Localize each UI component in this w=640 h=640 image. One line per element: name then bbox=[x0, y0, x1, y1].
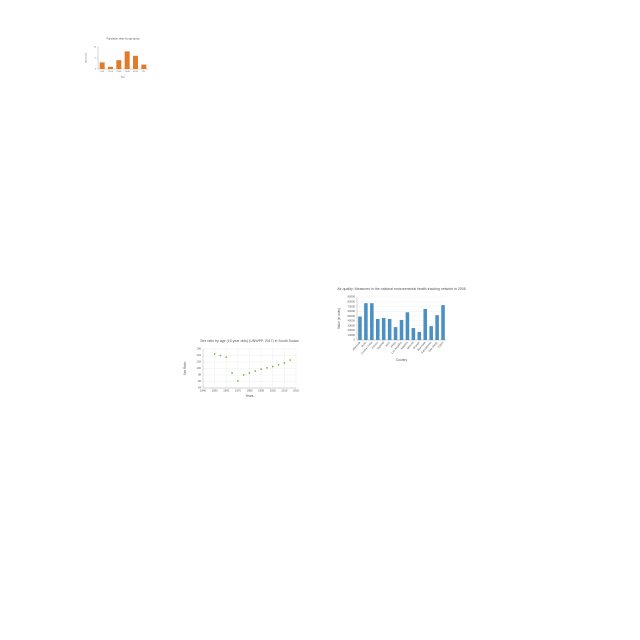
y-tick-label: 100 bbox=[196, 366, 201, 370]
x-tick-label: Madera bbox=[400, 340, 409, 350]
x-axis-label: Age bbox=[121, 76, 126, 79]
bar bbox=[399, 319, 404, 340]
y-tick-label: 40000 bbox=[347, 319, 355, 323]
y-tick-label: 0 bbox=[95, 69, 96, 71]
bar bbox=[99, 62, 105, 69]
y-tick-label: 98 bbox=[198, 373, 202, 377]
bar bbox=[387, 318, 392, 340]
x-tick-label: 15-24 bbox=[108, 71, 113, 73]
x-tick-label: Merced bbox=[406, 340, 415, 350]
bar bbox=[429, 326, 433, 340]
y-tick-label: 80000 bbox=[347, 299, 355, 303]
bar bbox=[108, 66, 113, 69]
point bbox=[283, 362, 286, 364]
x-tick-label: Kings bbox=[389, 340, 397, 348]
bar bbox=[364, 303, 368, 340]
y-tick-label: 106 bbox=[196, 347, 201, 351]
x-tick-label: 1950 bbox=[212, 389, 219, 393]
bar bbox=[381, 318, 386, 340]
y-tick-label: 104 bbox=[196, 353, 201, 357]
x-tick-label: 2000 bbox=[270, 389, 277, 393]
y-tick-label: 70000 bbox=[347, 304, 355, 308]
chart-title: Sex ratio by age (15 year olds) (UNWPP, … bbox=[200, 339, 299, 343]
x-tick-label: San Diego bbox=[427, 340, 439, 353]
point bbox=[277, 364, 280, 366]
bar bbox=[417, 331, 422, 340]
chart-title: Air quality: Measures in the national en… bbox=[337, 287, 465, 291]
bar bbox=[405, 312, 410, 340]
y-tick-label: 102 bbox=[196, 360, 201, 364]
point bbox=[248, 372, 251, 374]
bar bbox=[441, 305, 445, 340]
y-tick-label: 94 bbox=[198, 386, 202, 390]
point bbox=[213, 352, 216, 355]
y-tick-label: 20000 bbox=[347, 328, 355, 332]
x-tick-label: 2010 bbox=[281, 389, 288, 393]
x-tick-label: 55+ bbox=[142, 71, 145, 73]
chart-title: Population share by age group bbox=[107, 38, 140, 41]
bar bbox=[423, 308, 428, 340]
bar bbox=[133, 55, 138, 69]
x-axis-label: Country bbox=[396, 358, 408, 362]
y-tick-label: 96 bbox=[198, 379, 202, 383]
point bbox=[260, 368, 263, 371]
bar bbox=[141, 64, 147, 69]
y-tick-label: 10 bbox=[94, 47, 96, 49]
x-tick-label: 2020 bbox=[293, 389, 300, 393]
bar bbox=[435, 315, 439, 340]
point bbox=[254, 370, 257, 372]
bar bbox=[370, 303, 374, 340]
x-tick-label: Riverside bbox=[416, 340, 427, 352]
y-axis-label: Sex Ratio bbox=[183, 361, 187, 375]
point bbox=[219, 354, 222, 357]
y-tick-label: 90000 bbox=[347, 295, 355, 299]
bar bbox=[124, 51, 130, 69]
x-tick-label: Kern bbox=[384, 340, 391, 347]
y-tick-label: 5 bbox=[95, 58, 96, 60]
bar bbox=[411, 328, 416, 340]
y-axis-label: Share (%) bbox=[84, 53, 87, 63]
y-tick-label: 30000 bbox=[347, 323, 355, 327]
bar bbox=[393, 327, 398, 340]
bar bbox=[116, 60, 122, 69]
x-tick-label: Butte bbox=[360, 340, 367, 348]
x-tick-label: 1970 bbox=[235, 389, 242, 393]
bar bbox=[375, 318, 380, 340]
x-tick-label: 25-34 bbox=[116, 71, 121, 73]
x-tick-label: 1980 bbox=[246, 389, 253, 393]
x-tick-label: 1940 bbox=[200, 389, 207, 393]
point bbox=[225, 356, 228, 359]
y-tick-label: 10000 bbox=[347, 333, 355, 337]
y-tick-label: 50000 bbox=[347, 314, 355, 318]
y-tick-label: 60000 bbox=[347, 309, 355, 313]
point bbox=[289, 359, 292, 361]
y-tick-label: 0 bbox=[353, 338, 355, 342]
x-axis-label: Years bbox=[245, 394, 253, 398]
point bbox=[266, 366, 268, 369]
point bbox=[231, 372, 233, 374]
x-tick-label: Fresno bbox=[371, 340, 380, 349]
x-tick-label: 35-44 bbox=[125, 71, 130, 73]
y-axis-label: Value (in units) bbox=[337, 308, 341, 329]
x-tick-label: 1960 bbox=[223, 389, 230, 393]
point bbox=[242, 374, 245, 376]
x-tick-label: Alameda bbox=[351, 340, 361, 351]
point bbox=[236, 379, 239, 382]
x-tick-label: 1990 bbox=[258, 389, 265, 393]
x-tick-label: Imperial bbox=[376, 340, 386, 350]
x-tick-label: 45-54 bbox=[133, 71, 138, 73]
x-tick-label: 0-14 bbox=[100, 71, 104, 73]
x-tick-label: Orange bbox=[412, 340, 421, 350]
bar bbox=[358, 316, 362, 340]
x-tick-label: Tulare bbox=[436, 340, 444, 349]
point bbox=[271, 365, 274, 368]
